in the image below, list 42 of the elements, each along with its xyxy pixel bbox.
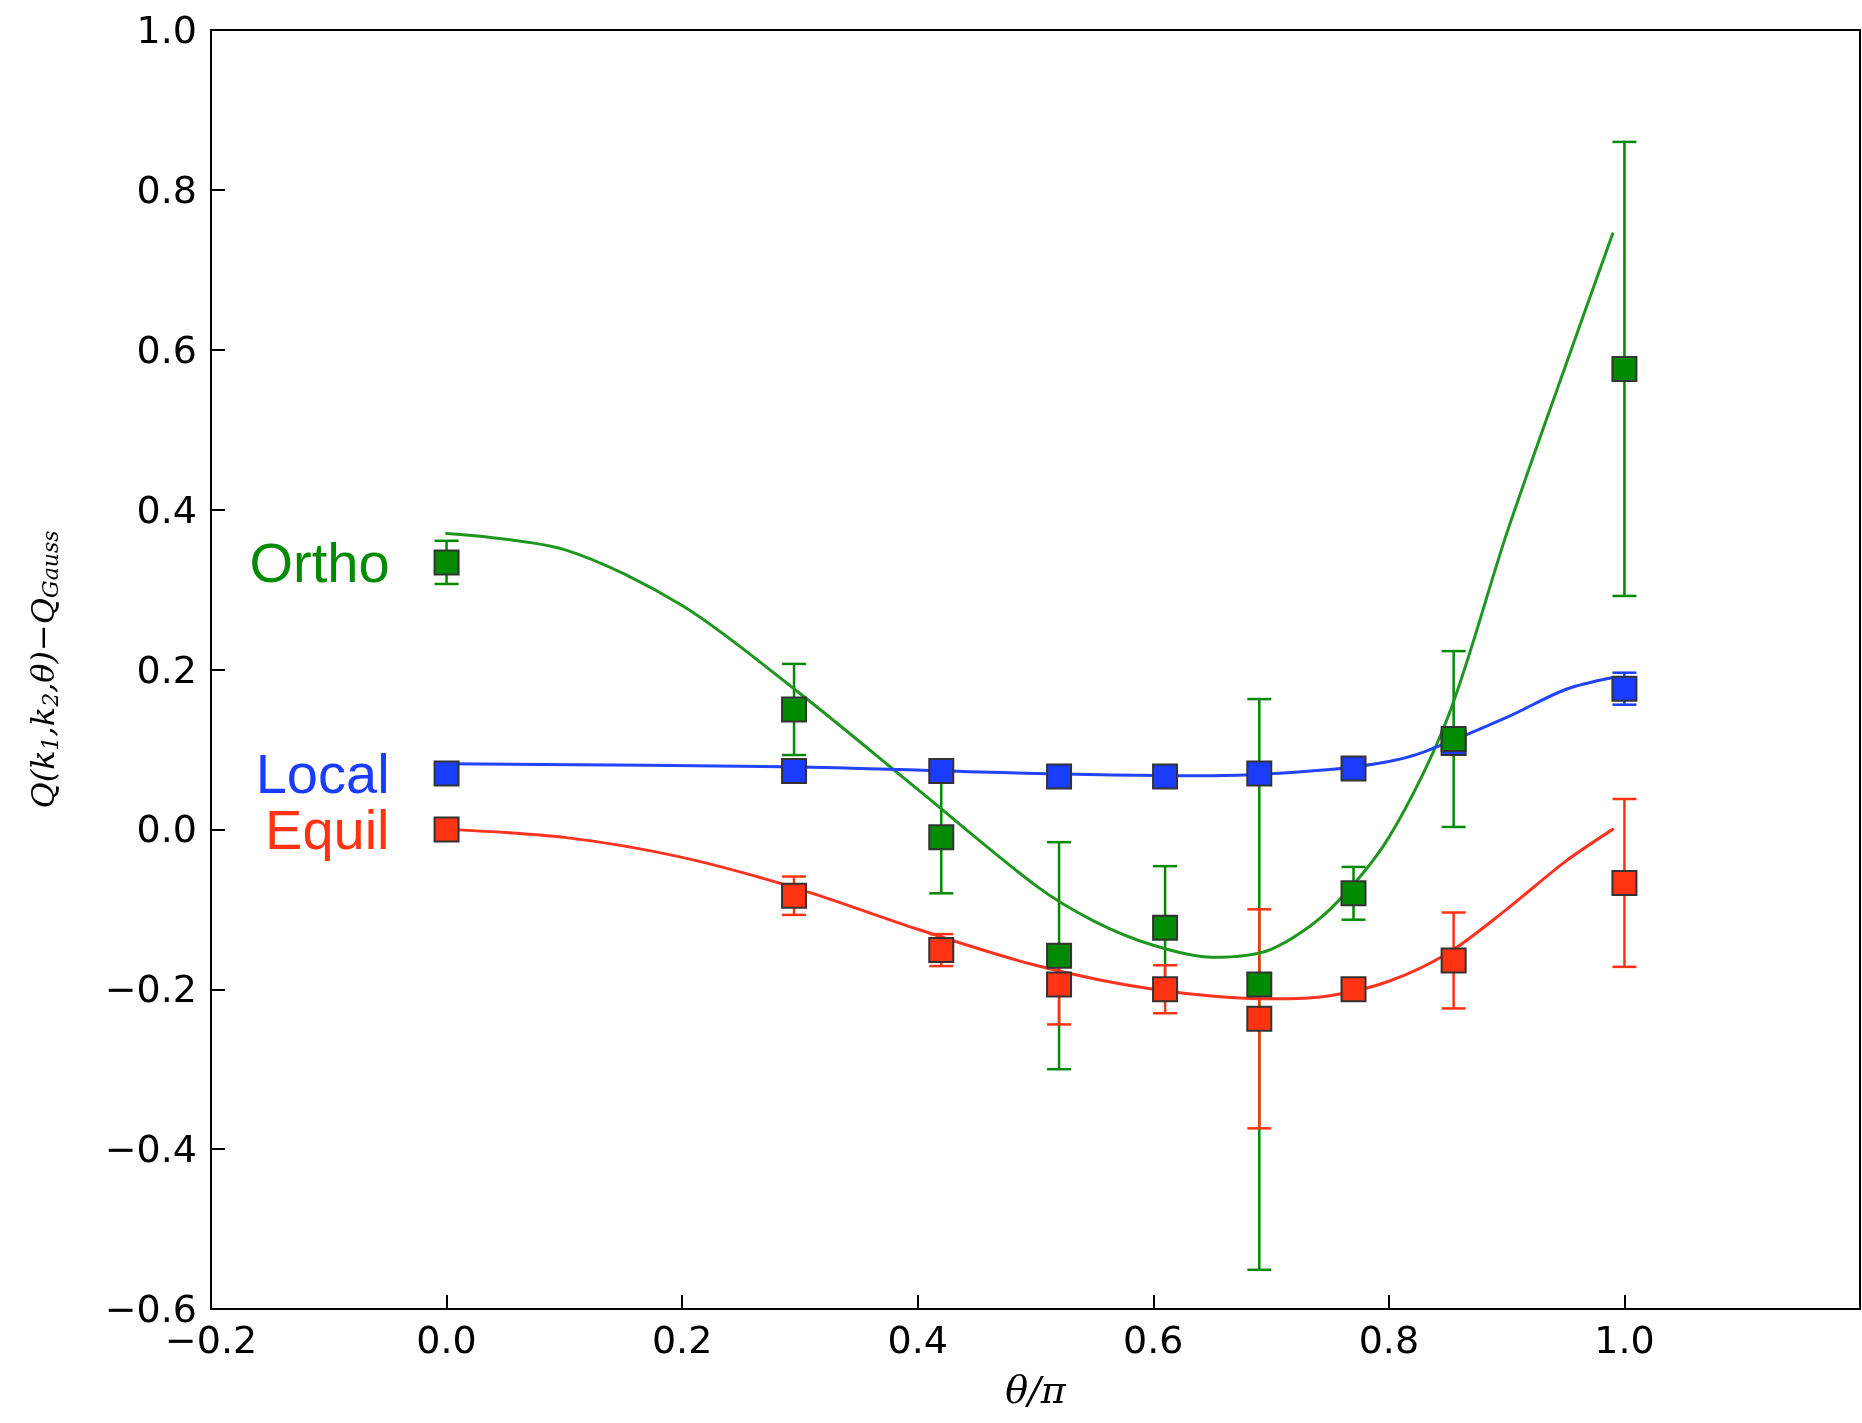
point bbox=[1611, 355, 1638, 382]
y-tick-label: −0.2 bbox=[104, 967, 197, 1012]
point bbox=[928, 824, 955, 851]
point bbox=[1152, 914, 1179, 941]
x-tick-label: 0.4 bbox=[887, 1318, 948, 1362]
point bbox=[1046, 971, 1073, 998]
point bbox=[433, 549, 460, 576]
y-tick-label: 0.0 bbox=[136, 807, 197, 852]
y-tick-label: 0.4 bbox=[136, 487, 197, 532]
point bbox=[1246, 760, 1273, 787]
series-label: Ortho bbox=[249, 530, 390, 594]
point bbox=[781, 696, 808, 723]
point bbox=[1340, 976, 1367, 1003]
x-tick-label: 0.8 bbox=[1358, 1318, 1420, 1362]
point bbox=[1340, 755, 1367, 782]
point bbox=[433, 760, 460, 787]
point bbox=[928, 937, 955, 964]
point bbox=[1340, 880, 1367, 907]
x-axis-title: θ/π bbox=[1005, 1368, 1067, 1412]
point bbox=[1152, 976, 1179, 1003]
y-tick-label: 1.0 bbox=[136, 8, 197, 52]
point bbox=[928, 758, 955, 785]
point bbox=[1046, 942, 1073, 969]
y-tick-label: 0.8 bbox=[136, 167, 197, 212]
point bbox=[1152, 763, 1179, 790]
point bbox=[1440, 947, 1467, 974]
point bbox=[1611, 869, 1638, 896]
y-tick-label: 0.2 bbox=[136, 647, 197, 692]
y-tick-label: −0.4 bbox=[104, 1127, 197, 1172]
point bbox=[781, 882, 808, 909]
y-axis-title: Q(k1,k2,θ)−QGauss bbox=[24, 530, 63, 809]
y-tick-label: 0.6 bbox=[136, 327, 197, 372]
x-tick-label: 0.6 bbox=[1123, 1318, 1184, 1362]
line-series bbox=[445, 232, 1615, 959]
point bbox=[1246, 1005, 1273, 1032]
x-tick-label: 0.0 bbox=[416, 1318, 477, 1362]
point bbox=[1046, 763, 1073, 790]
point bbox=[433, 816, 460, 843]
point bbox=[781, 758, 808, 785]
point bbox=[1246, 971, 1273, 998]
x-tick-label: 1.0 bbox=[1594, 1318, 1655, 1362]
x-tick-label: 0.2 bbox=[651, 1318, 713, 1362]
